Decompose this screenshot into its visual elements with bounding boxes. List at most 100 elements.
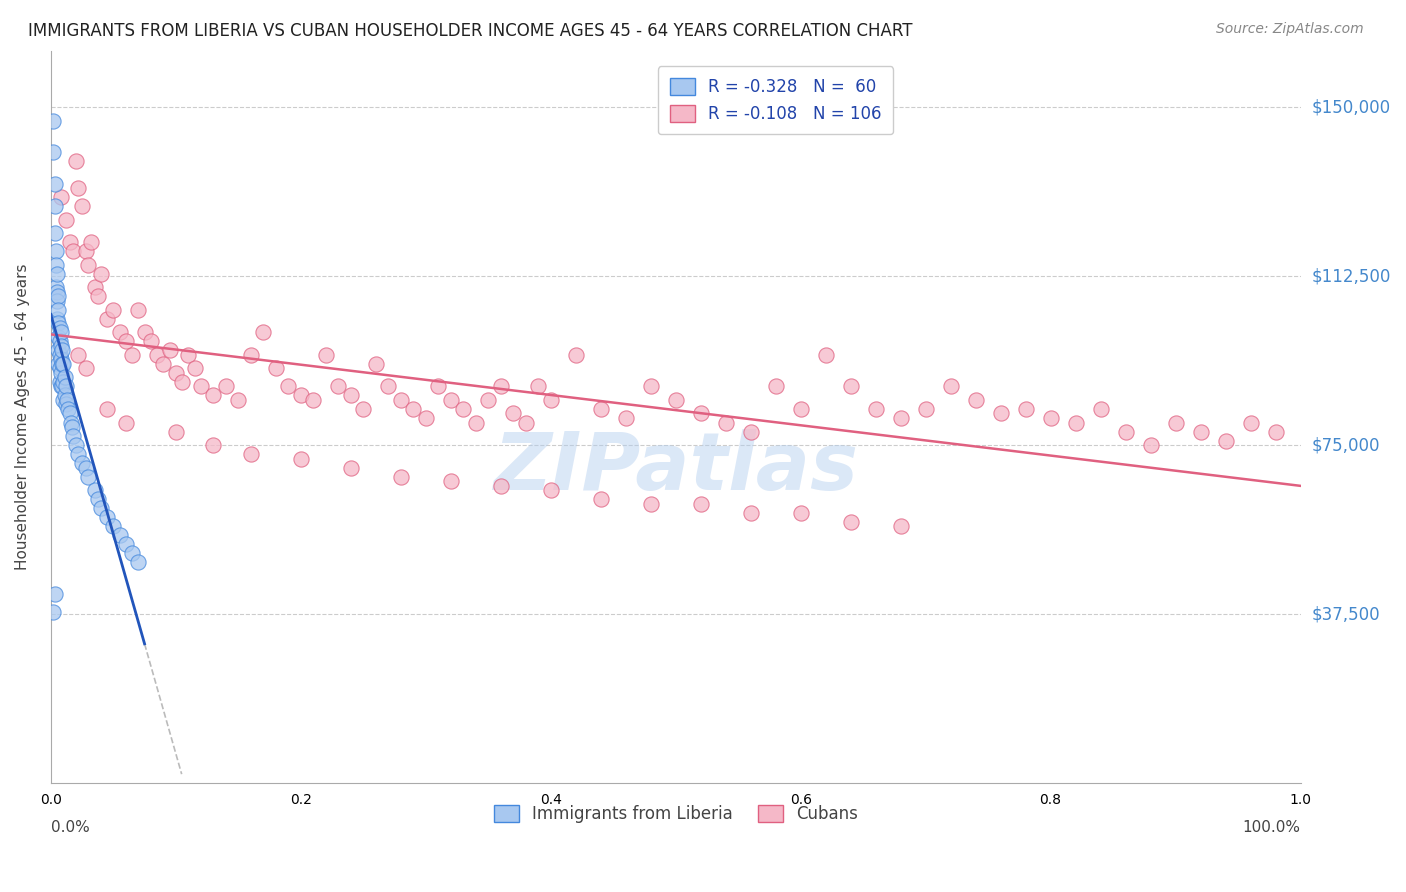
Point (56, 392, 79, 407)
Point (839, 379, 862, 393)
Point (83, 483, 105, 497)
Point (77, 258, 100, 272)
Point (527, 379, 550, 393)
Point (46, 293, 69, 308)
Point (46, 289, 69, 303)
Point (70, 199, 93, 213)
Point (90, 267, 112, 281)
Point (51, 357, 73, 371)
Legend: Immigrants from Liberia, Cubans: Immigrants from Liberia, Cubans (484, 795, 868, 833)
Point (789, 401, 811, 416)
Point (515, 416, 537, 430)
Point (44, 226, 66, 240)
Point (139, 334, 162, 349)
Point (159, 343, 181, 358)
Point (789, 506, 811, 520)
Point (42, 145, 65, 160)
Point (146, 348, 169, 362)
Point (96, 311, 118, 326)
Point (665, 392, 688, 407)
Point (45, 244, 67, 259)
Point (740, 506, 762, 520)
Point (75, 244, 97, 259)
Point (53, 370, 76, 384)
Point (689, 497, 711, 511)
Text: $75,000: $75,000 (1312, 436, 1381, 454)
Point (339, 388, 361, 402)
Point (65, 154, 87, 169)
Point (96, 510, 118, 524)
Point (1014, 401, 1036, 416)
Point (352, 401, 374, 416)
Point (765, 379, 787, 393)
Point (49, 379, 72, 393)
Point (65, 438, 87, 452)
Point (1090, 401, 1112, 416)
Point (58, 401, 80, 416)
Point (540, 392, 562, 407)
Y-axis label: Householder Income Ages 45 - 64 years: Householder Income Ages 45 - 64 years (15, 264, 30, 570)
Point (440, 474, 463, 488)
Point (44, 199, 66, 213)
Point (1239, 416, 1261, 430)
Point (48, 334, 70, 349)
Point (80, 235, 103, 250)
Point (589, 401, 612, 416)
Point (52, 375, 75, 389)
Point (1139, 438, 1161, 452)
Point (377, 379, 399, 393)
Point (890, 411, 912, 425)
Point (108, 326, 131, 340)
Point (464, 416, 486, 430)
Point (55, 397, 77, 411)
Point (290, 451, 312, 466)
Point (46, 316, 69, 330)
Point (60, 420, 83, 434)
Point (427, 379, 450, 393)
Point (53, 388, 76, 402)
Point (49, 190, 72, 204)
Point (75, 361, 97, 376)
Point (489, 379, 512, 393)
Point (49, 352, 72, 367)
Point (49, 326, 72, 340)
Point (1039, 411, 1062, 425)
Point (389, 392, 412, 407)
Point (502, 407, 524, 421)
Text: ZIPatlas: ZIPatlas (494, 429, 858, 508)
Point (62, 244, 84, 259)
Point (51, 379, 73, 393)
Point (290, 388, 312, 402)
Point (48, 375, 70, 389)
Point (1115, 425, 1137, 439)
Point (42, 605, 65, 619)
Point (277, 379, 299, 393)
Point (46, 267, 69, 281)
Text: $37,500: $37,500 (1312, 605, 1381, 623)
Point (96, 401, 118, 416)
Point (1164, 416, 1187, 430)
Point (67, 181, 90, 195)
Point (52, 392, 75, 407)
Point (62, 429, 84, 443)
Point (45, 258, 67, 272)
Point (48, 361, 70, 376)
Point (46, 330, 69, 344)
Point (83, 280, 105, 294)
Point (839, 515, 862, 529)
Point (177, 348, 200, 362)
Point (239, 447, 262, 461)
Point (202, 438, 225, 452)
Point (46, 302, 69, 317)
Point (121, 348, 143, 362)
Point (103, 519, 125, 533)
Text: IMMIGRANTS FROM LIBERIA VS CUBAN HOUSEHOLDER INCOME AGES 45 - 64 YEARS CORRELATI: IMMIGRANTS FROM LIBERIA VS CUBAN HOUSEHO… (28, 22, 912, 40)
Point (252, 326, 274, 340)
Point (339, 460, 361, 475)
Point (46, 343, 69, 358)
Point (564, 348, 586, 362)
Point (640, 497, 662, 511)
Point (589, 492, 612, 507)
Point (614, 411, 637, 425)
Point (264, 361, 287, 376)
